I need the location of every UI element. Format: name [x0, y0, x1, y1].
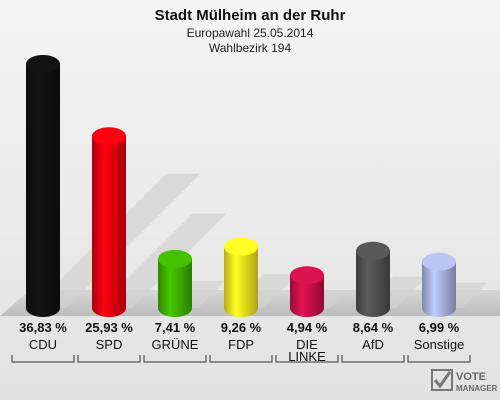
category-label: DIE — [296, 337, 318, 352]
bars-group — [26, 55, 456, 317]
bar-cap — [290, 266, 324, 285]
logo-line1: VOTE — [456, 371, 486, 383]
category-bracket — [341, 355, 405, 363]
bar-grüne — [158, 249, 192, 317]
category-brackets — [11, 355, 471, 363]
bar-cap — [158, 249, 192, 268]
value-label: 36,83 % — [19, 320, 67, 335]
vote-manager-logo: VOTE MANAGER — [431, 369, 498, 393]
bar-cap — [92, 127, 126, 146]
category-label: SPD — [96, 337, 123, 352]
category-bracket — [209, 355, 273, 363]
category-label: AfD — [362, 337, 384, 352]
bar-die-linke — [290, 266, 324, 317]
chart-title: Stadt Mülheim an der Ruhr — [155, 7, 346, 24]
bar-body — [224, 246, 258, 317]
value-label: 4,94 % — [287, 320, 328, 335]
bar-cap — [356, 241, 390, 260]
value-label: 25,93 % — [85, 320, 133, 335]
category-bracket — [11, 355, 75, 363]
bar-afd — [356, 241, 390, 317]
bar-body — [26, 64, 60, 317]
value-label: 6,99 % — [419, 320, 460, 335]
bar-body — [92, 136, 126, 317]
category-label: FDP — [228, 337, 254, 352]
bar-spd — [92, 127, 126, 317]
category-label: GRÜNE — [152, 337, 199, 352]
bar-cdu — [26, 55, 60, 317]
value-labels: 36,83 % 25,93 % 7,41 % 9,26 % 4,94 % 8,64 % 6,… — [19, 320, 460, 335]
value-label: 9,26 % — [221, 320, 262, 335]
category-label: LINKE — [288, 349, 326, 364]
bar-body — [158, 258, 192, 317]
chart-subtitle-2: Wahlbezirk 194 — [209, 41, 292, 55]
check-mark-icon — [431, 369, 453, 391]
bar-body — [422, 261, 456, 317]
category-label: Sonstige — [414, 337, 465, 352]
category-bracket — [143, 355, 207, 363]
bar-body — [356, 250, 390, 317]
category-bracket — [77, 355, 141, 363]
bar-cap — [26, 55, 60, 73]
bar-cap — [422, 252, 456, 271]
bar-body — [290, 275, 324, 317]
bar-fdp — [224, 237, 258, 317]
bar-cap — [224, 237, 258, 256]
chart-subtitle: Europawahl 25.05.2014 — [187, 26, 314, 40]
bar-sonstige — [422, 252, 456, 317]
value-label: 8,64 % — [353, 320, 394, 335]
logo-line2: MANAGER — [456, 384, 498, 393]
category-label: CDU — [29, 337, 57, 352]
category-bracket — [275, 355, 339, 363]
value-label: 7,41 % — [155, 320, 196, 335]
category-bracket — [407, 355, 471, 363]
